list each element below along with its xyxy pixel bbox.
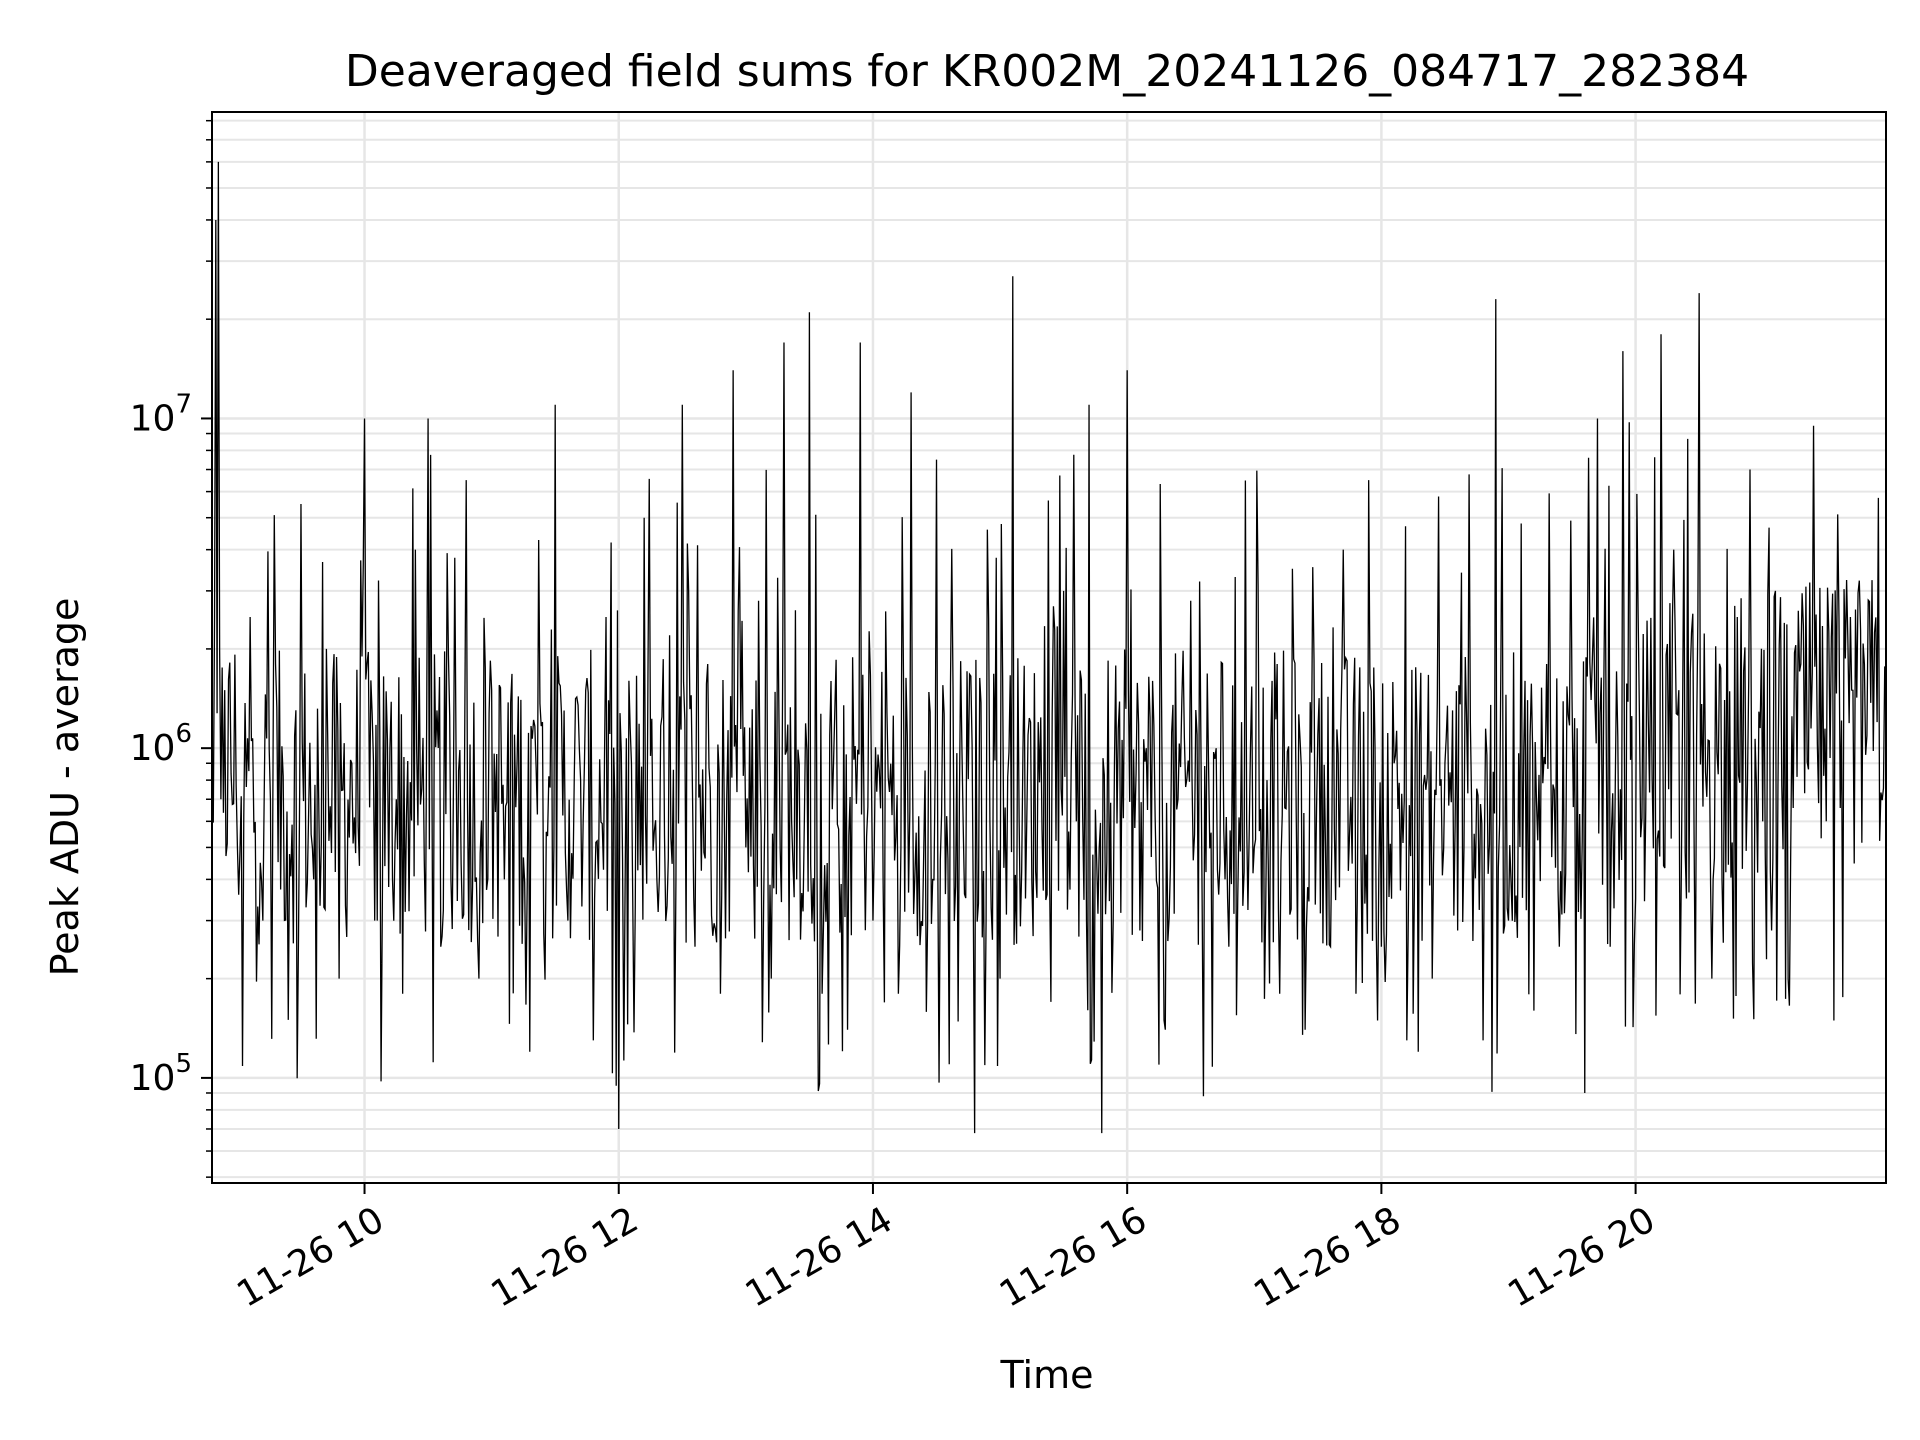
y-axis-label: Peak ADU - average: [43, 598, 87, 977]
chart-title: Deaveraged field sums for KR002M_2024112…: [345, 46, 1749, 97]
x-axis-label: Time: [1000, 1353, 1094, 1397]
plot-area-frame: [211, 111, 1887, 1184]
y-tick-label: 105: [130, 1049, 192, 1099]
series-line: [211, 161, 1887, 1134]
data-layer: [211, 161, 1887, 1134]
y-tick-label: 106: [130, 719, 192, 769]
y-tick-label: 107: [130, 389, 192, 439]
